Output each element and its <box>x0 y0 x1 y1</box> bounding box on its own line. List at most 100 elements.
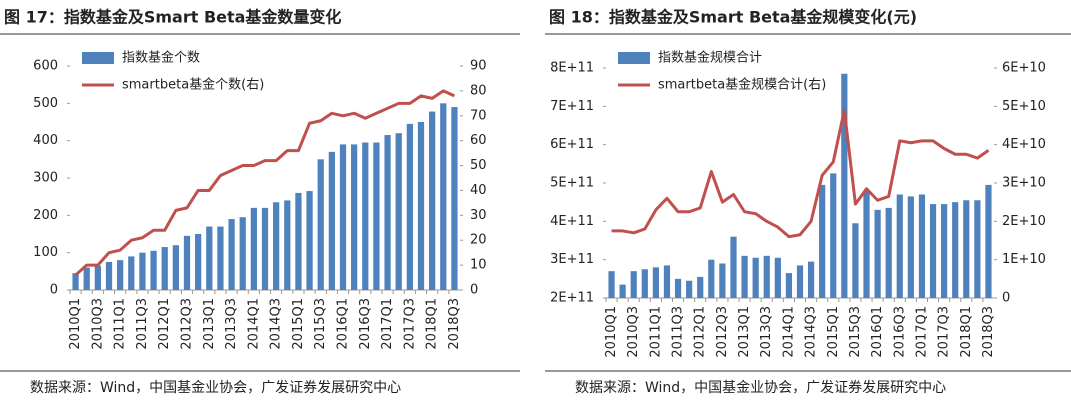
bar <box>974 200 981 298</box>
y-tick-label: 3E+11 <box>550 252 594 267</box>
bar <box>852 223 859 298</box>
x-tick-label: 2012Q3 <box>715 306 730 358</box>
bar <box>273 202 280 290</box>
bar <box>730 236 737 298</box>
chart-title: 图 17：指数基金及Smart Beta基金数量变化 <box>4 8 341 27</box>
y2-tick-label: 0 <box>1002 291 1010 306</box>
x-tick-label: 2017Q1 <box>914 306 929 358</box>
y2-tick-label: 90 <box>470 59 487 74</box>
x-tick-label: 2011Q3 <box>135 298 150 350</box>
y2-tick-label: 6E+10 <box>1002 61 1046 76</box>
bar <box>306 191 313 290</box>
x-tick-label: 2017Q1 <box>380 298 395 350</box>
x-tick-label: 2016Q1 <box>336 298 351 350</box>
bar <box>952 202 959 298</box>
y-tick-label: 8E+11 <box>550 61 594 76</box>
y2-tick-label: 3E+10 <box>1002 176 1046 191</box>
bar <box>741 255 748 298</box>
bar <box>896 194 903 298</box>
y2-tick-label: 2E+10 <box>1002 214 1046 229</box>
bar <box>929 204 937 298</box>
x-tick-label: 2016Q3 <box>358 298 373 350</box>
bar <box>105 262 113 290</box>
x-tick-label: 2015Q3 <box>313 298 328 350</box>
bar <box>985 184 992 298</box>
x-tick-label: 2015Q1 <box>291 298 306 350</box>
bar <box>752 257 759 298</box>
x-tick-label: 2012Q3 <box>180 298 195 350</box>
bar <box>719 263 726 298</box>
y-tick-label: 300 <box>33 171 58 186</box>
bar <box>697 276 704 298</box>
bar <box>406 123 413 290</box>
bar <box>941 204 948 298</box>
bar <box>295 192 302 290</box>
bar <box>907 196 914 298</box>
bar <box>83 267 90 290</box>
legend-label: 指数基金个数 <box>122 50 200 66</box>
x-tick-label: 2013Q1 <box>737 306 752 358</box>
bar <box>228 219 235 290</box>
bar <box>708 259 715 298</box>
bar <box>217 226 224 290</box>
bar <box>774 257 781 298</box>
bar <box>373 142 380 290</box>
legend-swatch <box>618 52 650 64</box>
bar <box>284 200 291 290</box>
bar <box>663 265 671 298</box>
y2-tick-label: 5E+10 <box>1002 99 1046 114</box>
bar <box>451 107 458 290</box>
bar <box>128 256 135 290</box>
bar <box>395 133 402 290</box>
bar <box>362 142 369 290</box>
x-tick-label: 2011Q1 <box>648 306 663 358</box>
y-tick-label: 500 <box>33 96 58 111</box>
legend-label: smartbeta基金个数(右) <box>122 77 264 93</box>
bar <box>807 261 815 298</box>
legend-swatch <box>82 52 114 64</box>
x-tick-label: 2017Q3 <box>402 298 417 350</box>
y-tick-label: 2E+11 <box>550 291 594 306</box>
bar <box>674 278 682 298</box>
bar <box>261 207 269 290</box>
bar <box>351 144 358 290</box>
y2-tick-label: 70 <box>470 108 487 123</box>
y2-tick-label: 40 <box>470 183 487 198</box>
x-tick-label: 2012Q1 <box>157 298 172 350</box>
legend-label: 指数基金规模合计 <box>658 50 762 66</box>
bar <box>608 271 615 298</box>
x-tick-label: 2015Q3 <box>848 306 863 358</box>
y-tick-label: 0 <box>50 283 58 298</box>
x-tick-label: 2013Q3 <box>224 298 239 350</box>
x-tick-label: 2018Q1 <box>425 298 440 350</box>
x-tick-label: 2014Q3 <box>269 298 284 350</box>
bar <box>150 250 157 290</box>
y2-tick-label: 80 <box>470 83 487 98</box>
bar <box>339 144 347 290</box>
bar <box>429 111 436 291</box>
y2-tick-label: 20 <box>470 233 487 248</box>
bar <box>874 209 881 298</box>
y-tick-label: 600 <box>33 59 58 74</box>
x-tick-label: 2015Q1 <box>826 306 841 358</box>
x-tick-label: 2018Q3 <box>981 306 996 358</box>
bar <box>440 103 447 290</box>
bar <box>172 245 179 290</box>
y2-tick-label: 0 <box>470 283 478 298</box>
bar <box>785 273 793 298</box>
x-tick-label: 2012Q1 <box>693 306 708 358</box>
bar <box>963 200 970 298</box>
bar <box>206 226 213 290</box>
bar <box>328 151 335 290</box>
y-tick-label: 4E+11 <box>550 214 594 229</box>
x-tick-label: 2016Q3 <box>892 306 907 358</box>
bar <box>841 73 848 298</box>
line-series <box>74 89 456 277</box>
x-tick-label: 2016Q1 <box>870 306 885 358</box>
y2-tick-label: 1E+10 <box>1002 252 1046 267</box>
bar <box>117 260 124 290</box>
x-tick-label: 2014Q3 <box>804 306 819 358</box>
y2-tick-label: 4E+10 <box>1002 137 1046 152</box>
x-tick-label: 2010Q3 <box>90 298 105 350</box>
